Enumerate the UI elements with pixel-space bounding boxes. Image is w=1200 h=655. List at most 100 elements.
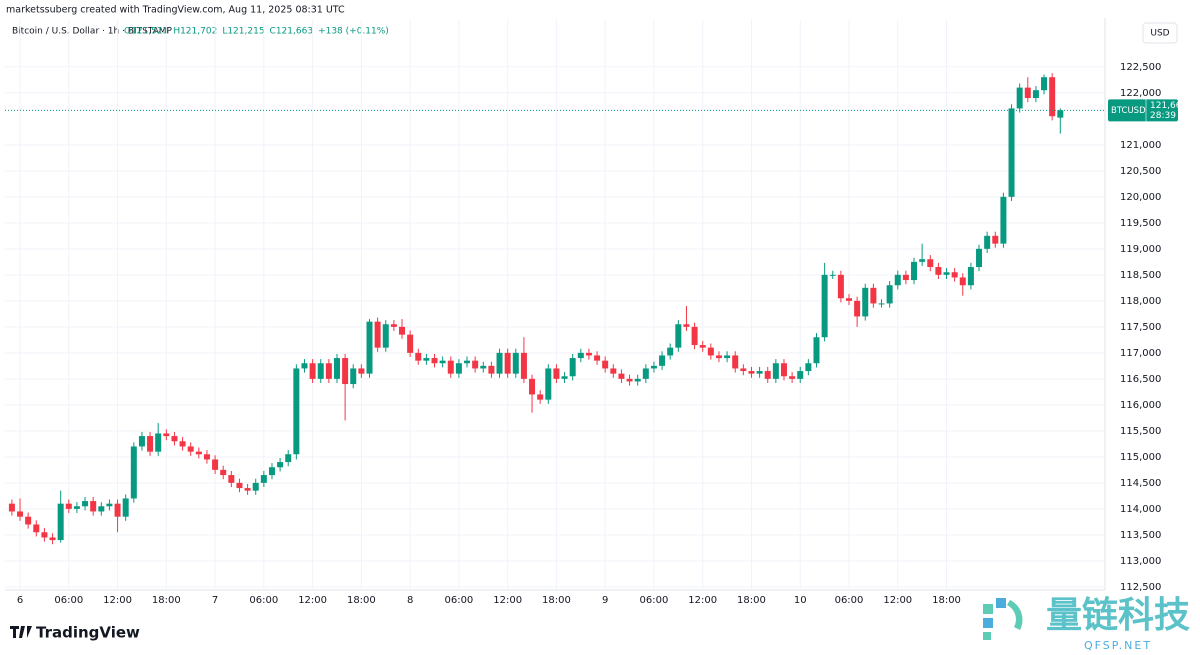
candle-body <box>171 436 178 442</box>
candle-body <box>951 272 958 278</box>
candle-body <box>122 498 129 517</box>
candle-body <box>529 378 536 395</box>
x-tick-label: 06:00 <box>640 595 669 606</box>
candle-body <box>480 365 487 369</box>
candle-body <box>309 363 316 379</box>
candle-body <box>919 259 926 262</box>
price-tag <box>1108 99 1178 122</box>
x-tick-label: 12:00 <box>883 595 912 606</box>
x-tick-label: 06:00 <box>54 595 83 606</box>
ohlc-value: O121,523 <box>124 27 168 37</box>
y-tick-label: 121,000 <box>1120 140 1161 151</box>
brand: TradingView <box>36 624 140 642</box>
ohlc-value: H121,702 <box>173 27 217 37</box>
candle-body <box>626 378 633 382</box>
candle-body <box>902 274 909 281</box>
candle-body <box>1041 77 1048 91</box>
candle-body <box>740 368 747 372</box>
candle-body <box>683 324 690 327</box>
y-tick-label: 117,000 <box>1120 348 1161 359</box>
candle-body <box>1057 110 1064 118</box>
candle-body <box>845 298 852 301</box>
candle-body <box>358 368 365 374</box>
candle-body <box>764 371 771 379</box>
candle-body <box>707 347 714 356</box>
candle-body <box>374 321 381 348</box>
candle-body <box>1008 108 1015 197</box>
candle-body <box>366 321 373 374</box>
candle-body <box>138 436 145 447</box>
candle-body <box>163 433 170 437</box>
symbol: Bitcoin / U.S. Dollar · 1h · BITSTAMP <box>12 27 173 37</box>
candle-body <box>488 365 495 374</box>
candle-body <box>8 503 15 512</box>
candle-body <box>82 501 89 507</box>
candle-body <box>301 363 308 369</box>
wm-block <box>983 604 993 614</box>
candle-body <box>585 352 592 356</box>
candle-body <box>431 358 438 364</box>
x-tick-label: 12:00 <box>493 595 522 606</box>
ohlc-value: +138 (+0.11%) <box>318 27 389 37</box>
candle-body <box>333 358 340 379</box>
x-tick-label: 06:00 <box>835 595 864 606</box>
candle-body <box>342 358 349 385</box>
y-tick-label: 120,000 <box>1120 192 1161 203</box>
candle-body <box>41 532 48 538</box>
candle-body <box>195 451 202 455</box>
candle-body <box>602 360 609 369</box>
candle-body <box>992 235 999 244</box>
candle-body <box>659 355 666 366</box>
candle-body <box>25 516 32 525</box>
candle-body <box>382 324 389 348</box>
y-tick-label: 114,000 <box>1120 504 1161 515</box>
candle-body <box>724 355 731 359</box>
y-tick-label: 119,000 <box>1120 244 1161 255</box>
x-tick-label: 18:00 <box>737 595 766 606</box>
candle-body <box>114 503 121 517</box>
candle-body <box>976 248 983 268</box>
candle-body <box>886 285 893 304</box>
candle-body <box>813 337 820 364</box>
wm-block <box>983 632 991 640</box>
candle-body <box>399 326 406 335</box>
y-tick-label: 119,500 <box>1120 218 1161 229</box>
candle-body <box>65 503 72 509</box>
candle-body <box>439 360 446 364</box>
candle-body <box>545 368 552 400</box>
legend: Bitcoin / U.S. Dollar · 1h · BITSTAMP O1… <box>12 27 389 37</box>
candle-body <box>634 378 641 382</box>
candle-body <box>57 503 64 541</box>
candle-body <box>155 433 162 452</box>
candle-body <box>212 459 219 470</box>
candle-body <box>797 371 804 379</box>
candle-body <box>537 394 544 400</box>
candle-body <box>772 363 779 379</box>
candle-body <box>49 537 56 541</box>
candle-body <box>220 469 227 476</box>
candle-body <box>325 363 332 379</box>
candle-body <box>894 274 901 286</box>
x-tick-label: 18:00 <box>542 595 571 606</box>
candle-body <box>285 454 292 463</box>
candle-body <box>1032 90 1039 99</box>
candle-body <box>252 482 259 491</box>
candle-body <box>203 454 210 460</box>
y-tick-label: 115,000 <box>1120 452 1161 463</box>
currency-box[interactable] <box>1142 22 1178 44</box>
watermark: 量链科技 QFSP.NET <box>983 595 1190 652</box>
candle-body <box>967 267 974 286</box>
header: marketssuberg created with TradingView.c… <box>6 5 345 16</box>
candle-body <box>642 368 649 379</box>
candle-body <box>577 352 584 359</box>
candle-body <box>33 524 40 533</box>
x-tick-label: 12:00 <box>688 595 717 606</box>
candle-body <box>699 345 706 348</box>
candle-body <box>569 358 576 377</box>
y-tick-label: 116,500 <box>1120 374 1161 385</box>
candle-body <box>423 358 430 361</box>
candle-body <box>561 376 568 379</box>
candle-body <box>675 324 682 348</box>
x-tick-label: 10 <box>794 595 807 606</box>
candle-body <box>317 363 324 379</box>
